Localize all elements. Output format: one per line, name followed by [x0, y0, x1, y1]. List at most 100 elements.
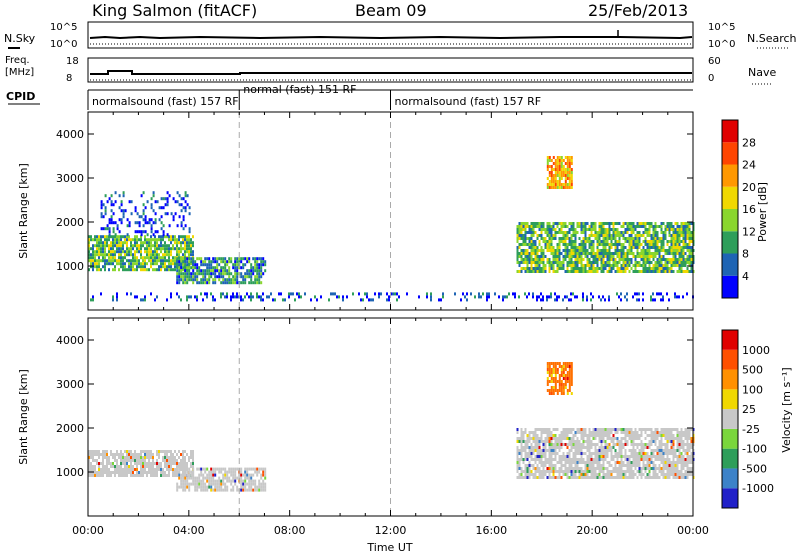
echo-cell: [120, 253, 122, 257]
echo-cell: [146, 474, 148, 477]
echo-cell: [204, 476, 207, 480]
echo-cell: [670, 243, 673, 246]
echo-cell: [656, 246, 659, 249]
echo-cell: [176, 470, 179, 474]
echo-cell: [622, 270, 625, 273]
echo-cell: [680, 225, 683, 228]
echo-cell: [256, 266, 259, 270]
echo-cell: [620, 267, 623, 270]
echo-cell: [586, 461, 589, 464]
echo-cell: [644, 255, 647, 258]
echo-cell: [584, 234, 587, 237]
echo-cell: [684, 231, 687, 234]
echo-cell: [670, 470, 673, 473]
echo-cell: [114, 191, 117, 195]
echo-cell: [628, 473, 631, 476]
echo-cell: [578, 261, 581, 264]
echo-cell: [310, 298, 312, 302]
echo-cell: [624, 231, 627, 234]
echo-cell: [558, 159, 561, 162]
echo-cell: [180, 197, 183, 201]
echo-cell: [548, 264, 551, 267]
echo-cell: [556, 261, 559, 264]
echo-cell: [668, 228, 671, 231]
echo-cell: [184, 200, 187, 204]
echo-cell: [646, 428, 649, 431]
echo-cell: [524, 258, 527, 261]
echo-cell: [604, 264, 607, 267]
echo-cell: [668, 267, 671, 270]
echo-cell: [464, 295, 466, 299]
echo-cell: [534, 458, 537, 461]
echo-cell: [590, 467, 593, 470]
echo-cell: [624, 440, 627, 443]
echo-cell: [218, 269, 221, 273]
echo-cell: [680, 464, 683, 467]
echo-cell: [604, 455, 607, 458]
echo-cell: [568, 177, 571, 180]
echo-cell: [684, 261, 687, 264]
echo-cell: [186, 250, 188, 254]
echo-cell: [542, 270, 545, 273]
echo-cell: [254, 470, 257, 474]
echo-cell: [580, 446, 583, 449]
echo-cell: [566, 470, 569, 473]
echo-cell: [198, 281, 201, 285]
echo-cell: [652, 228, 655, 231]
echo-cell: [610, 458, 613, 461]
echo-cell: [532, 437, 535, 440]
echo-cell: [562, 365, 565, 368]
echo-cell: [558, 246, 561, 249]
echo-cell: [234, 263, 237, 267]
echo-cell: [548, 165, 551, 168]
echo-cell: [602, 264, 605, 267]
echo-cell: [260, 295, 262, 299]
echo-cell: [532, 476, 535, 479]
echo-cell: [162, 233, 165, 237]
echo-cell: [98, 250, 100, 254]
echo-cell: [166, 233, 169, 237]
echo-cell: [552, 252, 555, 255]
echo-cell: [190, 482, 193, 486]
echo-cell: [544, 473, 547, 476]
echo-cell: [122, 268, 124, 272]
echo-cell: [574, 452, 577, 455]
echo-cell: [620, 243, 623, 246]
echo-cell: [690, 428, 693, 431]
echo-cell: [594, 449, 597, 452]
echo-cell: [638, 237, 641, 240]
echo-cell: [248, 479, 251, 483]
echo-cell: [108, 471, 110, 474]
echo-cell: [676, 225, 679, 228]
echo-cell: [658, 476, 661, 479]
echo-cell: [554, 365, 557, 368]
echo-cell: [254, 482, 257, 486]
echo-cell: [622, 255, 625, 258]
echo-cell: [558, 243, 561, 246]
echo-cell: [556, 428, 559, 431]
echo-cell: [232, 485, 235, 489]
echo-cell: [594, 267, 597, 270]
echo-cell: [232, 266, 235, 270]
echo-cell: [132, 456, 134, 459]
echo-cell: [134, 235, 136, 239]
echo-cell: [264, 269, 267, 273]
echo-cell: [228, 269, 231, 273]
echo-cell: [258, 275, 261, 279]
echo-cell: [240, 467, 243, 471]
echo-cell: [236, 266, 239, 270]
echo-cell: [678, 264, 681, 267]
echo-cell: [98, 253, 100, 257]
echo-cell: [634, 428, 637, 431]
echo-cell: [630, 234, 633, 237]
echo-cell: [678, 437, 681, 440]
echo-cell: [218, 263, 221, 267]
echo-cell: [618, 222, 621, 225]
echo-cell: [662, 443, 665, 446]
echo-cell: [534, 461, 537, 464]
echo-cell: [524, 443, 527, 446]
echo-cell: [584, 434, 587, 437]
echo-cell: [634, 464, 637, 467]
echo-cell: [682, 258, 685, 261]
